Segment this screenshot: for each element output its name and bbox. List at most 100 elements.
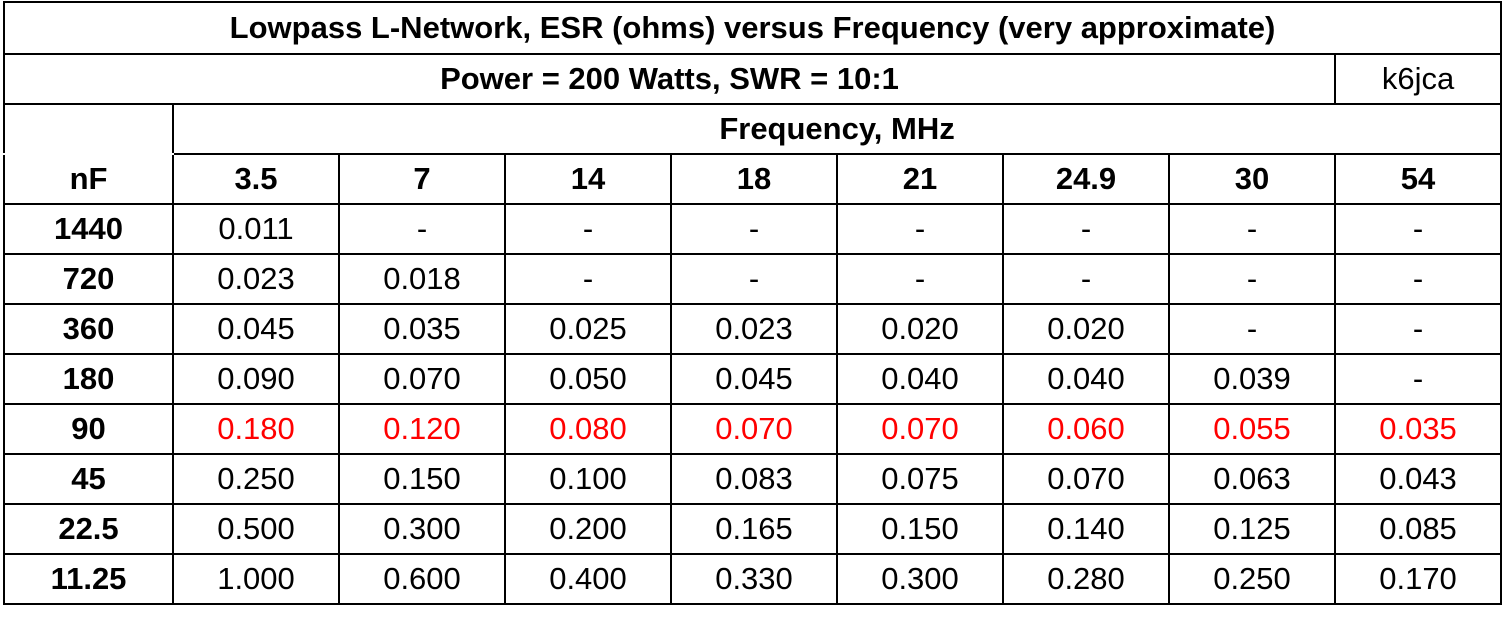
- corner-cell: [3, 103, 174, 155]
- table-cell: 0.018: [338, 253, 506, 305]
- table-cell: 0.035: [1333, 403, 1502, 455]
- table-cell: -: [1333, 253, 1502, 305]
- table-cell: -: [338, 203, 506, 255]
- esr-table: Lowpass L-Network, ESR (ohms) versus Fre…: [2, 1, 1502, 605]
- table-cell: -: [1168, 303, 1336, 355]
- table-cell: 0.330: [670, 553, 838, 605]
- column-header-row: nF 3.5 7 14 18 21 24.9 30 54: [3, 153, 1502, 205]
- author-cell: k6jca: [1333, 53, 1502, 105]
- table-cell: 0.083: [670, 453, 838, 505]
- table-cell: 0.070: [338, 353, 506, 405]
- table-cell: 0.023: [172, 253, 340, 305]
- row-label-nf: 45: [3, 453, 174, 505]
- table-cell: 0.020: [836, 303, 1004, 355]
- table-row: 720 0.023 0.018- - - - - -: [3, 253, 1502, 305]
- table-row: 360 0.045 0.035 0.025 0.023 0.020 0.020- -: [3, 303, 1502, 355]
- table-row: 1440 0.011- - - - - - -: [3, 203, 1502, 255]
- table-cell: 0.055: [1168, 403, 1336, 455]
- column-header-freq: 7: [338, 153, 506, 205]
- table-cell: -: [1168, 253, 1336, 305]
- table-cell: 0.035: [338, 303, 506, 355]
- table-cell: 0.039: [1168, 353, 1336, 405]
- table-cell: 0.020: [1002, 303, 1170, 355]
- table-cell: 0.120: [338, 403, 506, 455]
- frequency-header: Frequency, MHz: [171, 103, 1502, 155]
- table-cell: 0.300: [836, 553, 1004, 605]
- table-cell: 0.043: [1333, 453, 1502, 505]
- table-cell: 1.000: [172, 553, 340, 605]
- row-header-label: nF: [3, 153, 174, 205]
- table-row: 180 0.090 0.070 0.050 0.045 0.040 0.040 0.039-: [3, 353, 1502, 405]
- table-cell: -: [1333, 203, 1502, 255]
- table-subtitle: Power = 200 Watts, SWR = 10:1: [3, 53, 1336, 105]
- table-cell: -: [836, 253, 1004, 305]
- table-cell: 0.250: [172, 453, 340, 505]
- table-row: 45 0.250 0.150 0.100 0.083 0.075 0.070 0.063 0.0…: [3, 453, 1502, 505]
- table-cell: -: [1333, 353, 1502, 405]
- table-row: 22.5 0.500 0.300 0.200 0.165 0.150 0.140 0.125 0…: [3, 503, 1502, 555]
- table-cell: 0.023: [670, 303, 838, 355]
- table-cell: 0.400: [504, 553, 672, 605]
- row-label-nf: 180: [3, 353, 174, 405]
- table-cell: -: [504, 253, 672, 305]
- table-cell: 0.060: [1002, 403, 1170, 455]
- table-cell: 0.011: [172, 203, 340, 255]
- subtitle-row: Power = 200 Watts, SWR = 10:1 k6jca: [3, 53, 1502, 105]
- table-cell: 0.090: [172, 353, 340, 405]
- table-cell: 0.200: [504, 503, 672, 555]
- table-cell: 0.025: [504, 303, 672, 355]
- column-header-freq: 14: [504, 153, 672, 205]
- table-cell: 0.100: [504, 453, 672, 505]
- table-cell: -: [670, 203, 838, 255]
- table-cell: -: [1002, 253, 1170, 305]
- row-label-nf: 90: [3, 403, 174, 455]
- table-row: 11.25 1.000 0.600 0.400 0.330 0.300 0.280 0.250…: [3, 553, 1502, 605]
- table-body: 1440 0.011- - - - - - -720 0.023 0.018- - - - - -360 0.…: [3, 203, 1502, 605]
- column-header-freq: 30: [1168, 153, 1336, 205]
- row-label-nf: 360: [3, 303, 174, 355]
- table-cell: 0.280: [1002, 553, 1170, 605]
- table-cell: 0.170: [1333, 553, 1502, 605]
- table-cell: 0.140: [1002, 503, 1170, 555]
- table-cell: 0.063: [1168, 453, 1336, 505]
- table-title: Lowpass L-Network, ESR (ohms) versus Fre…: [2, 1, 1502, 55]
- table-cell: -: [836, 203, 1004, 255]
- column-header-freq: 21: [836, 153, 1004, 205]
- column-header-freq: 3.5: [172, 153, 340, 205]
- table-cell: 0.165: [670, 503, 838, 555]
- table-cell: 0.040: [836, 353, 1004, 405]
- table-cell: 0.070: [670, 403, 838, 455]
- column-header-freq: 54: [1333, 153, 1502, 205]
- table-cell: -: [1002, 203, 1170, 255]
- table-cell: -: [504, 203, 672, 255]
- table-cell: -: [1168, 203, 1336, 255]
- table-cell: 0.300: [338, 503, 506, 555]
- table-cell: 0.125: [1168, 503, 1336, 555]
- table-cell: 0.070: [1002, 453, 1170, 505]
- row-label-nf: 22.5: [3, 503, 174, 555]
- table-cell: 0.075: [836, 453, 1004, 505]
- table-cell: 0.600: [338, 553, 506, 605]
- table-cell: 0.040: [1002, 353, 1170, 405]
- column-header-freq: 18: [670, 153, 838, 205]
- table-cell: 0.045: [670, 353, 838, 405]
- table-cell: 0.180: [172, 403, 340, 455]
- table-cell: -: [670, 253, 838, 305]
- table-cell: -: [1333, 303, 1502, 355]
- table-cell: 0.050: [504, 353, 672, 405]
- row-label-nf: 11.25: [3, 553, 174, 605]
- frequency-header-row: Frequency, MHz: [3, 103, 1502, 155]
- table-cell: 0.070: [836, 403, 1004, 455]
- table-cell: 0.500: [172, 503, 340, 555]
- table-cell: 0.080: [504, 403, 672, 455]
- row-label-nf: 720: [3, 253, 174, 305]
- table-cell: 0.150: [836, 503, 1004, 555]
- table-cell: 0.085: [1333, 503, 1502, 555]
- column-header-freq: 24.9: [1002, 153, 1170, 205]
- title-row: Lowpass L-Network, ESR (ohms) versus Fre…: [2, 1, 1502, 55]
- table-cell: 0.045: [172, 303, 340, 355]
- table-cell: 0.150: [338, 453, 506, 505]
- table-row: 90 0.180 0.120 0.080 0.070 0.070 0.060 0.055 0.0…: [3, 403, 1502, 455]
- table-cell: 0.250: [1168, 553, 1336, 605]
- row-label-nf: 1440: [3, 203, 174, 255]
